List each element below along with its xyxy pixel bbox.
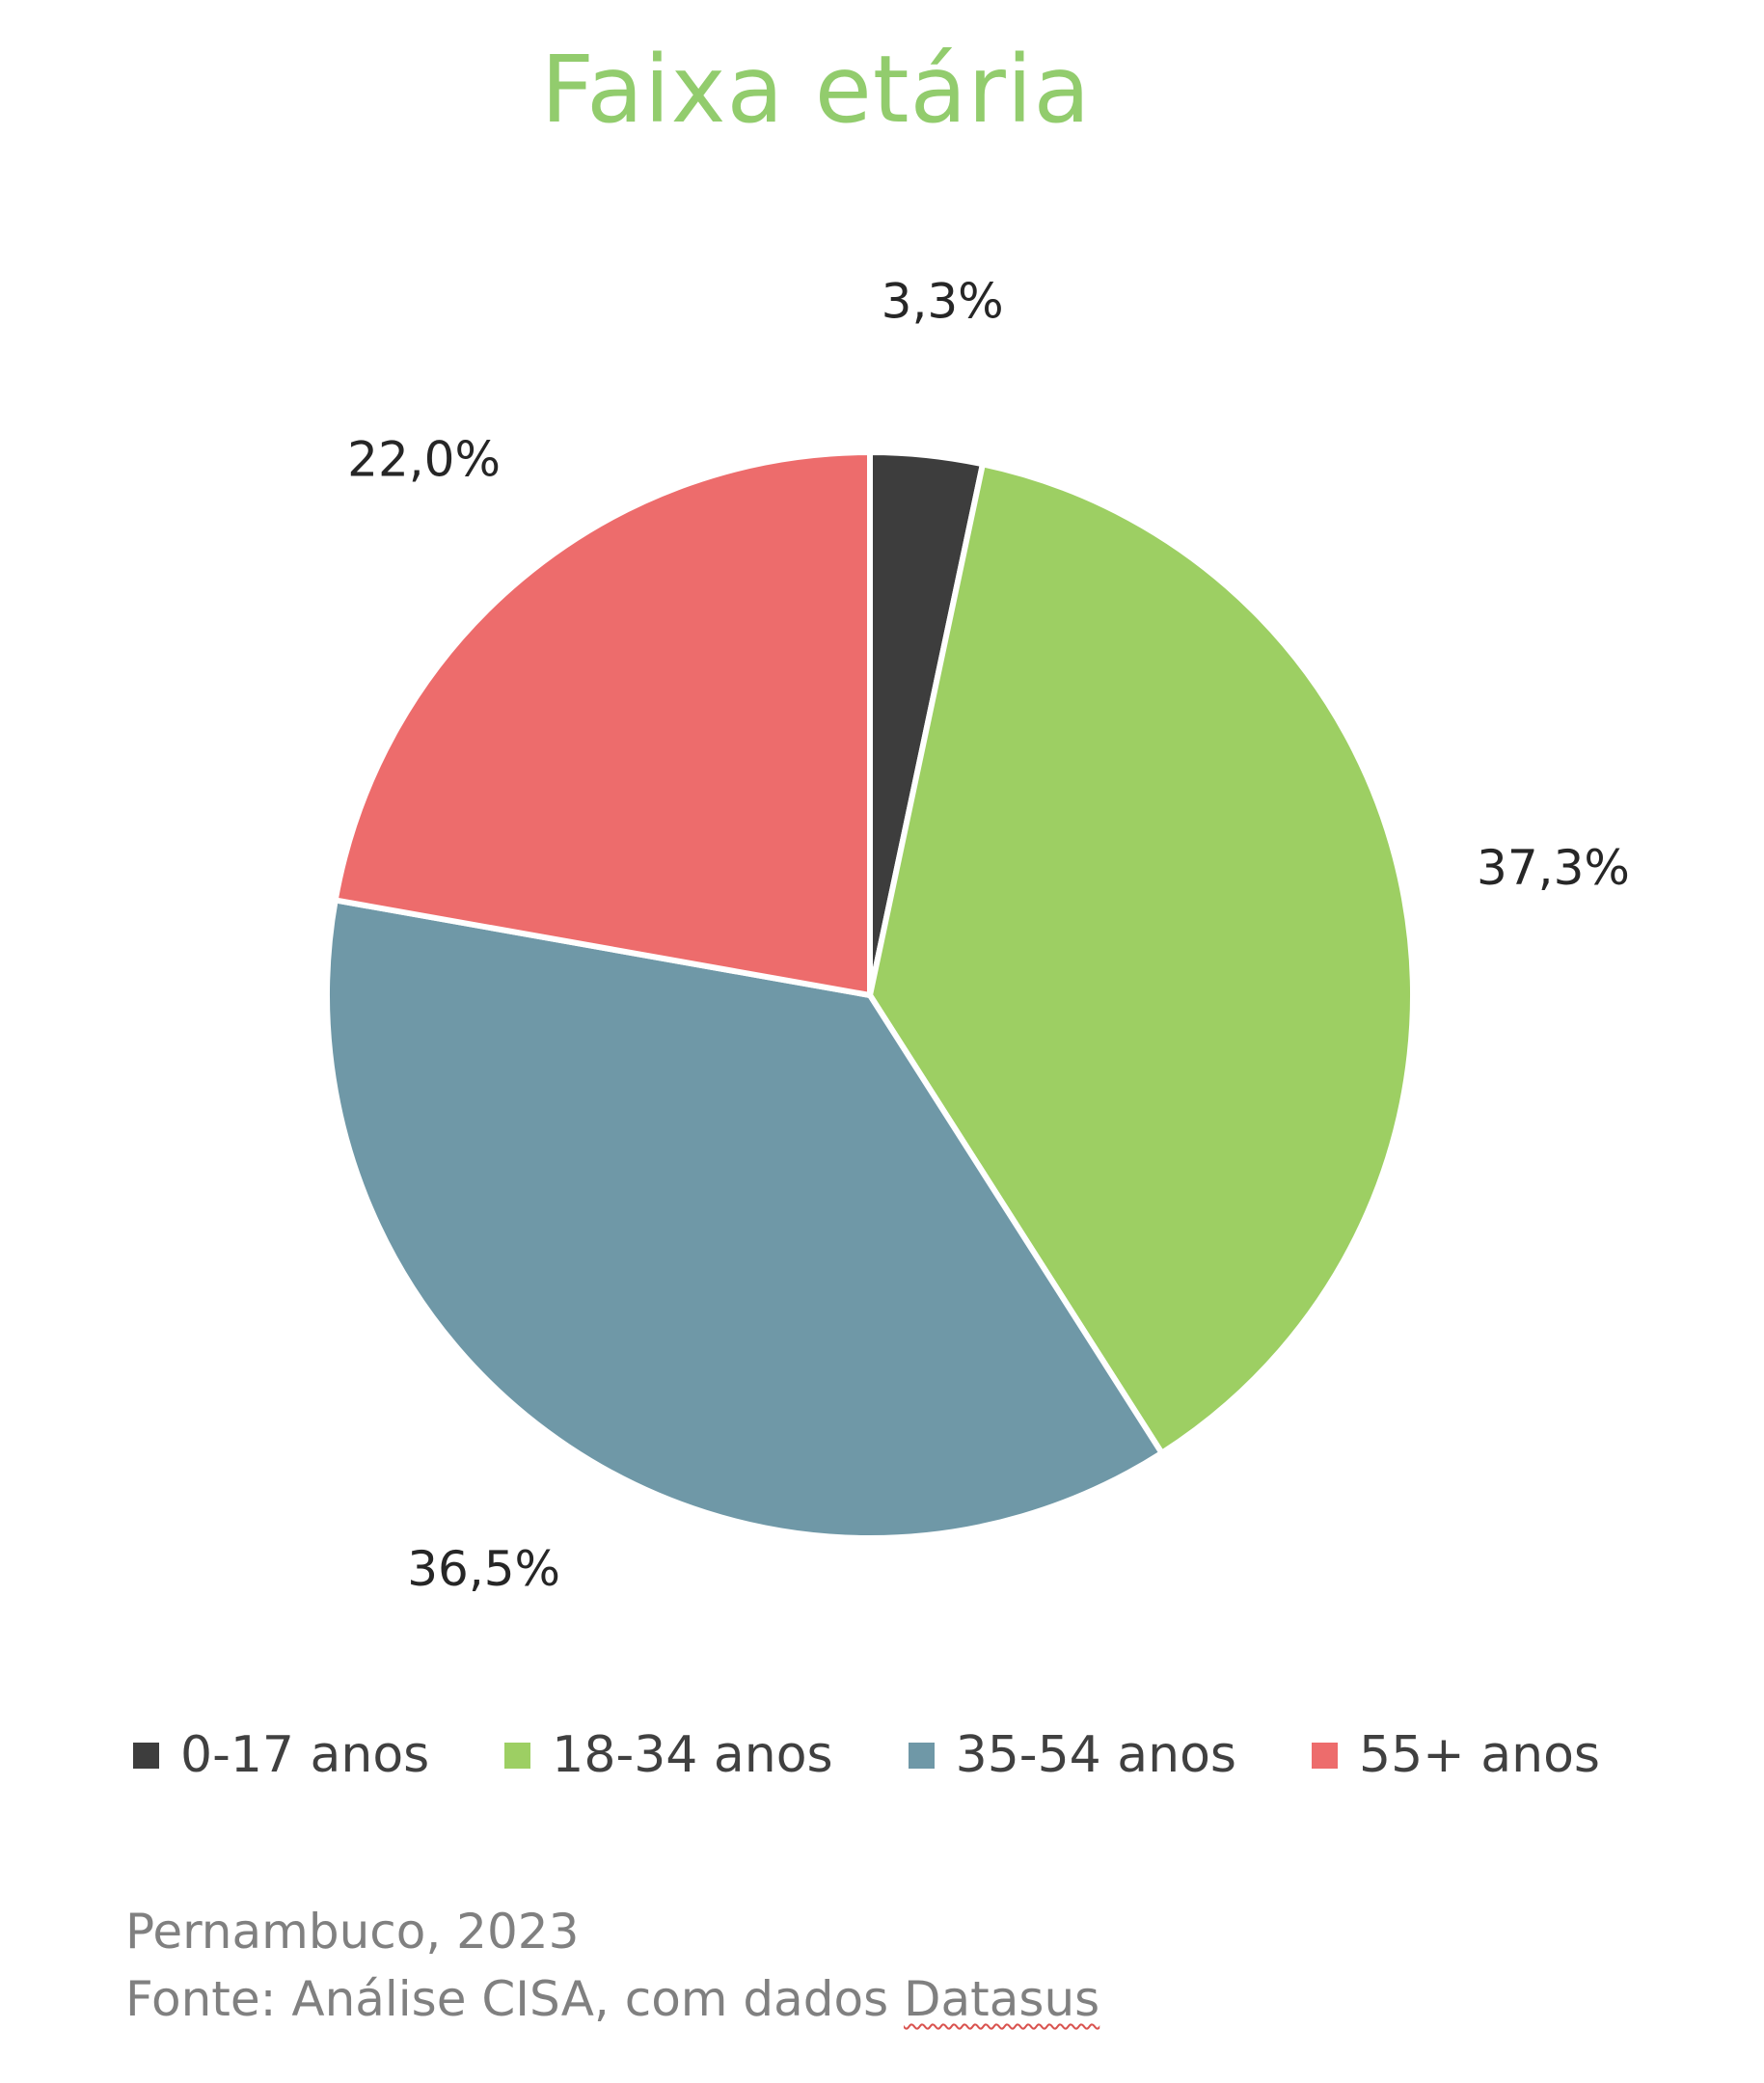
pie-slice [324,897,1165,1541]
footer-source: Fonte: Análise CISA, com dados Datasus [125,1965,1099,2033]
legend-item: 55+ anos [1312,1726,1600,1784]
chart-footer: Pernambuco, 2023 Fonte: Análise CISA, co… [125,1898,1099,2033]
pie-slice-data-label: 36,5% [407,1541,560,1597]
legend-swatch [908,1742,935,1769]
legend-item: 18-34 anos [504,1726,833,1784]
legend-label: 18-34 anos [552,1726,833,1784]
pie-slice-data-label: 22,0% [347,432,501,488]
legend-item: 35-54 anos [908,1726,1236,1784]
pie-chart: 3,3% 37,3% 36,5% 22,0% [324,273,1630,1597]
footer-source-prefix: Fonte: Análise CISA, com dados [125,1971,905,2027]
pie-slice-data-label: 37,3% [1477,840,1630,896]
legend-swatch [1312,1742,1338,1769]
legend: 0-17 anos 18-34 anos 35-54 anos 55+ anos [133,1717,1600,1794]
pie-slice [332,449,873,998]
footer-source-name: Datasus [904,1971,1100,2027]
legend-label: 0-17 anos [180,1726,430,1784]
footer-location-year: Pernambuco, 2023 [125,1904,580,1960]
legend-swatch [133,1742,159,1769]
chart-title: Faixa etária [540,36,1092,144]
legend-label: 35-54 anos [955,1726,1236,1784]
legend-label: 55+ anos [1359,1726,1600,1784]
legend-item: 0-17 anos [133,1726,429,1784]
legend-swatch [504,1742,531,1769]
pie-slice-data-label: 3,3% [882,273,1004,329]
